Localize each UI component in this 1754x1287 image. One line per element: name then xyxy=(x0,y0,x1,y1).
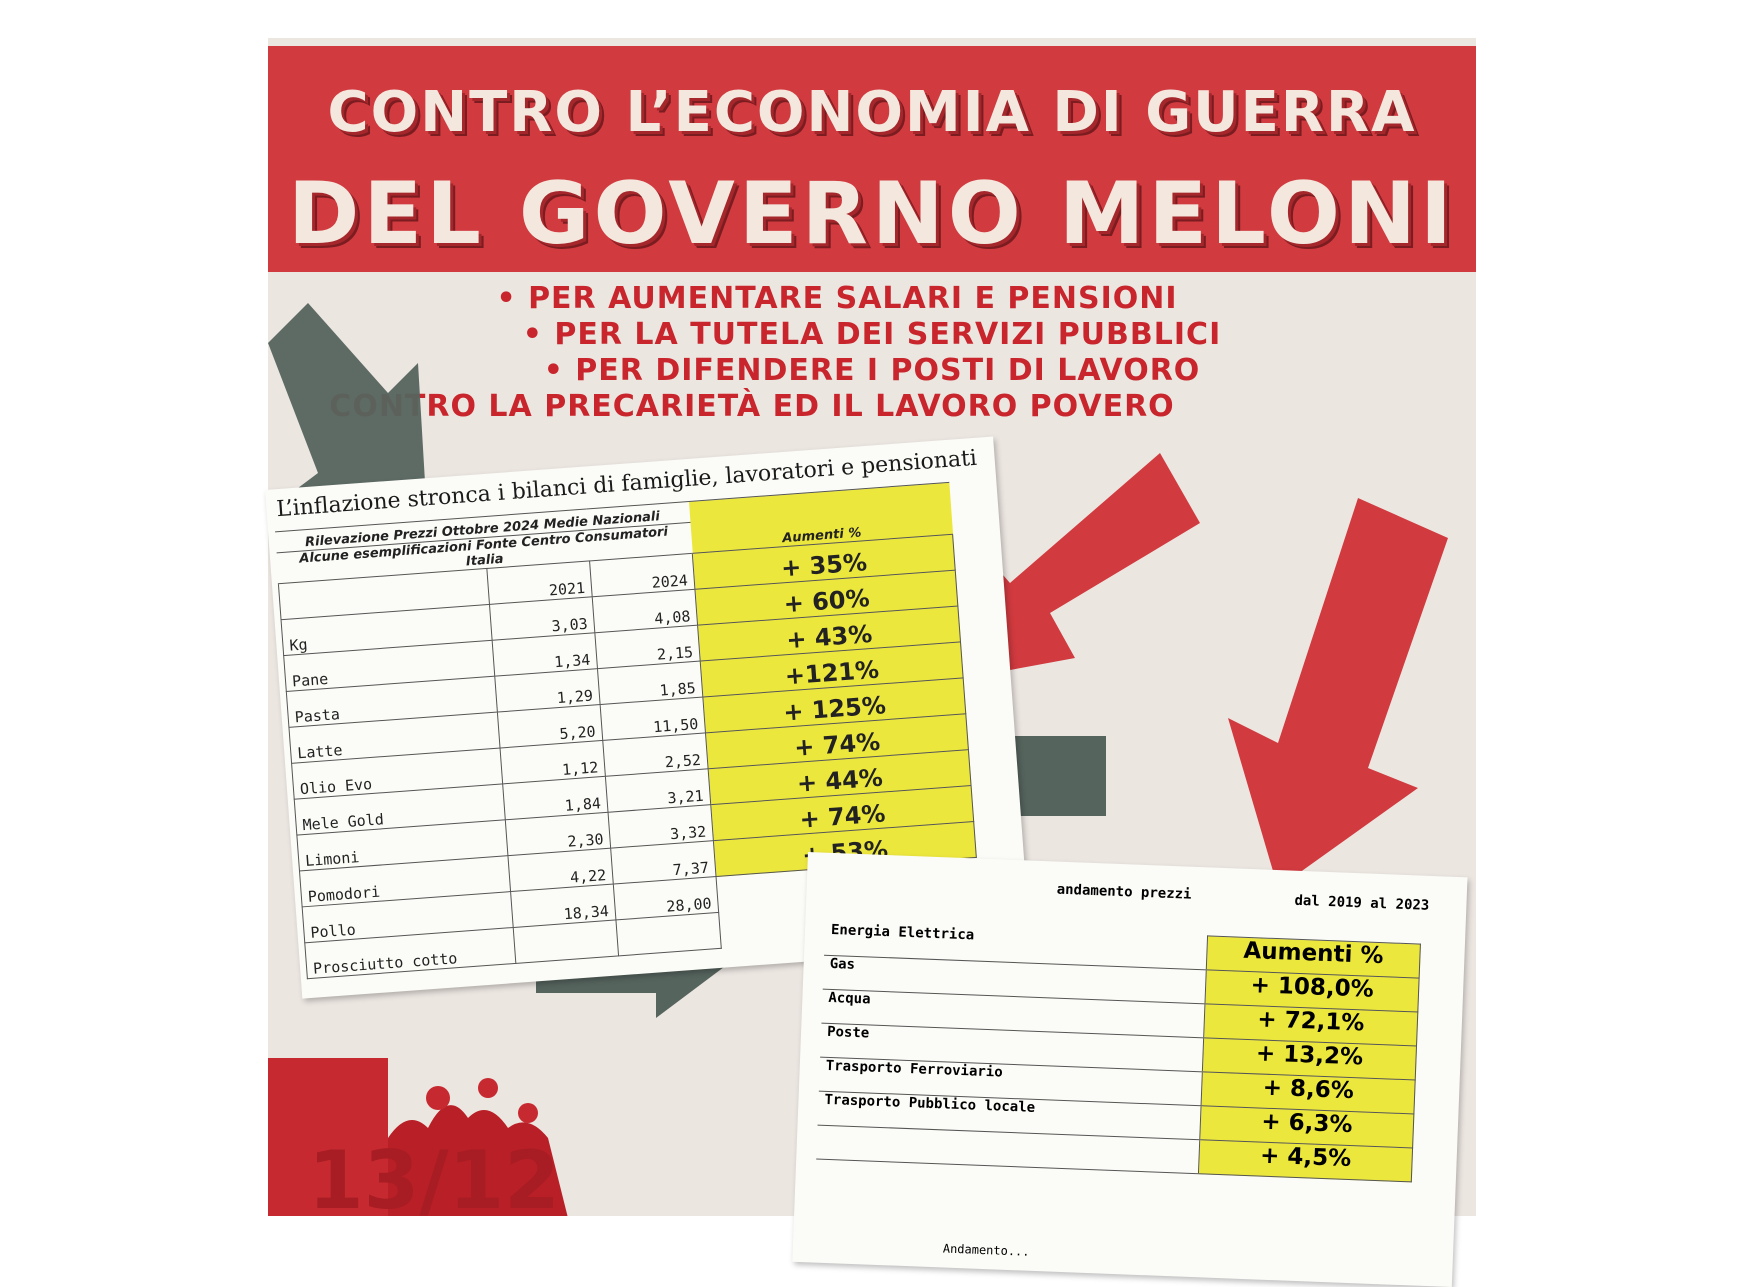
services-footer: Andamento... xyxy=(942,1241,1030,1259)
banner-title-line1: CONTRO L’ECONOMIA DI GUERRA xyxy=(327,80,1417,145)
crowd-illustration: 13/12 xyxy=(268,1058,568,1216)
red-arrow-icon xyxy=(1228,498,1448,888)
slogan-item: CONTRO LA PRECARIETÀ ED IL LAVORO POVERO xyxy=(329,389,1175,424)
grey-arrow-icon xyxy=(268,303,428,533)
services-price-table-card: andamento prezzi dal 2019 al 2023 Energi… xyxy=(792,852,1468,1287)
slogan-list: • PER AUMENTARE SALARI E PENSIONI • PER … xyxy=(268,281,1476,425)
slogan-item: • PER AUMENTARE SALARI E PENSIONI xyxy=(496,281,1178,316)
title-banner: CONTRO L’ECONOMIA DI GUERRA DEL GOVERNO … xyxy=(268,46,1476,272)
services-period: dal 2019 al 2023 xyxy=(1294,892,1430,914)
table-cell xyxy=(615,912,722,956)
services-heading: andamento prezzi xyxy=(1056,881,1192,903)
slogan-item: • PER LA TUTELA DEI SERVIZI PUBBLICI xyxy=(522,317,1222,352)
services-price-table: Energia Elettrica Aumenti % Gas + 108,0%… xyxy=(816,921,1421,1183)
decorative-numbers: 13/12 xyxy=(308,1134,560,1216)
slogan-item: • PER DIFENDERE I POSTI DI LAVORO xyxy=(543,353,1201,388)
table-cell xyxy=(513,919,619,964)
poster: CONTRO L’ECONOMIA DI GUERRA DEL GOVERNO … xyxy=(268,38,1476,1216)
banner-title-line2: DEL GOVERNO MELONI xyxy=(288,164,1456,264)
increase-cell: + 4,5% xyxy=(1198,1139,1413,1182)
